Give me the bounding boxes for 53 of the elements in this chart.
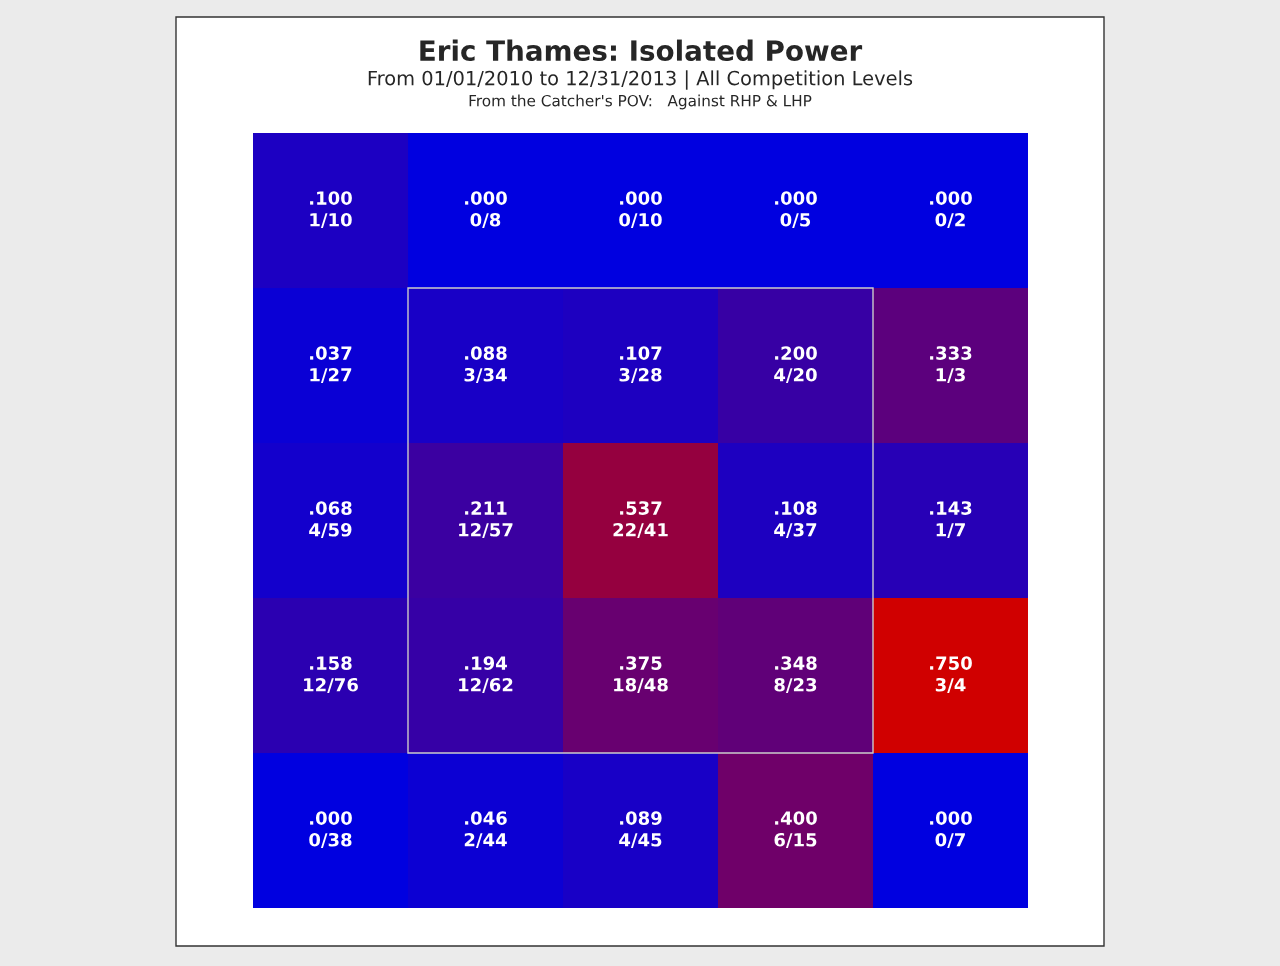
- data-label: .088: [465, 346, 507, 360]
- annotation: 1/10: [310, 212, 352, 229]
- annotation: 2/44: [464, 832, 507, 849]
- data-label: .348: [775, 656, 817, 670]
- annotation: 0/2: [935, 212, 965, 229]
- data-label: .108: [775, 501, 817, 515]
- data-label: .089: [620, 811, 662, 825]
- data-label: .211: [465, 501, 507, 515]
- annotation: 12/62: [459, 677, 513, 694]
- annotation: 1/3: [936, 367, 965, 384]
- data-label: .000: [775, 191, 817, 205]
- annotation: 1/27: [310, 367, 352, 384]
- annotation: 8/23: [774, 677, 817, 694]
- data-label: .068: [310, 501, 352, 515]
- data-label: .194: [465, 656, 507, 670]
- data-label: .037: [310, 346, 352, 360]
- annotation: 4/59: [309, 522, 352, 539]
- data-label: .375: [620, 656, 662, 670]
- data-label: .200: [775, 346, 817, 360]
- annotation: 4/20: [774, 367, 817, 384]
- annotation: 3/4: [935, 677, 966, 694]
- annotation: 12/76: [304, 677, 358, 694]
- annotation: 4/37: [774, 522, 817, 539]
- text: From the Catcher's POV: Against RHP & LHP: [469, 94, 812, 110]
- data-label: .333: [930, 346, 972, 360]
- data-label: .400: [775, 811, 817, 825]
- annotation: 0/10: [619, 212, 662, 229]
- data-label: .000: [310, 811, 352, 825]
- annotation: 1/7: [936, 523, 965, 539]
- data-label: .000: [620, 191, 662, 205]
- annotation: 0/7: [935, 832, 965, 849]
- annotation: 22/41: [613, 522, 668, 539]
- data-label: .100: [310, 191, 352, 205]
- chart-title: Eric Thames: Isolated Power: [420, 39, 863, 62]
- annotation: 6/15: [774, 832, 817, 849]
- annotation: 0/5: [780, 212, 811, 229]
- annotation: 12/57: [459, 522, 513, 539]
- data-label: .158: [310, 656, 352, 670]
- data-label: .107: [620, 346, 662, 360]
- data-label: .000: [465, 191, 507, 205]
- annotation: 3/28: [619, 367, 662, 384]
- annotation: 4/45: [619, 833, 662, 849]
- data-label: .000: [930, 811, 972, 825]
- annotation: 0/8: [470, 212, 501, 229]
- data-label: .143: [930, 501, 972, 515]
- data-label: .046: [465, 811, 507, 825]
- annotation: 0/38: [309, 832, 352, 849]
- data-label: .750: [930, 656, 972, 670]
- annotation: 3/34: [464, 367, 507, 384]
- data-label: .537: [620, 501, 662, 515]
- chart-subtitle: From 01/01/2010 to 12/31/2013 | All Competition Levels: [368, 70, 913, 90]
- data-label: .000: [930, 191, 972, 205]
- annotation: 18/48: [614, 677, 668, 694]
